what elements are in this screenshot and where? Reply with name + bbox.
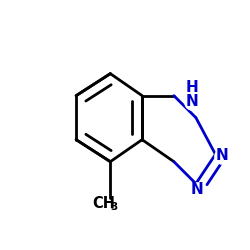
Text: CH: CH bbox=[92, 196, 115, 211]
Text: 3: 3 bbox=[110, 202, 118, 212]
Text: N: N bbox=[215, 148, 228, 163]
Text: N: N bbox=[191, 182, 203, 197]
Text: N: N bbox=[186, 94, 198, 109]
Text: H: H bbox=[186, 80, 198, 94]
